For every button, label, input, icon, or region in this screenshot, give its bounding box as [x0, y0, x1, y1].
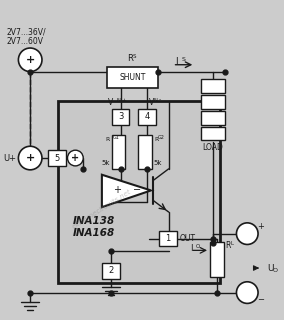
Text: R: R: [154, 137, 158, 142]
Text: G2: G2: [158, 135, 165, 140]
Bar: [201, 79, 225, 93]
Text: S: S: [132, 54, 136, 60]
Text: extremecircuits.net: extremecircuits.net: [71, 188, 133, 230]
Bar: [201, 111, 225, 125]
Text: S: S: [181, 57, 185, 62]
Text: V: V: [107, 98, 113, 107]
Text: 2V7...36V/: 2V7...36V/: [7, 28, 46, 36]
Text: O: O: [273, 268, 278, 273]
Bar: [48, 150, 66, 166]
Text: LOAD: LOAD: [202, 143, 223, 152]
Text: I: I: [176, 57, 178, 66]
Text: V: V: [149, 98, 154, 107]
Polygon shape: [102, 175, 151, 207]
Bar: [210, 242, 224, 277]
Text: INA138: INA138: [72, 216, 115, 226]
Text: R: R: [128, 54, 133, 63]
Text: L: L: [231, 241, 233, 246]
Text: 3: 3: [118, 112, 123, 121]
Text: −: −: [133, 186, 141, 196]
Text: 5k: 5k: [101, 160, 110, 166]
Circle shape: [237, 223, 258, 244]
Text: +: +: [26, 153, 35, 163]
Text: N: N: [154, 98, 158, 103]
Text: I: I: [190, 244, 193, 253]
Text: 5: 5: [54, 154, 59, 163]
Circle shape: [18, 146, 42, 170]
Text: U+: U+: [3, 154, 16, 163]
Bar: [58, 101, 220, 283]
Circle shape: [18, 48, 42, 72]
Text: -: -: [159, 98, 161, 103]
Text: R: R: [105, 137, 110, 142]
Text: U: U: [267, 264, 273, 273]
Text: OUT: OUT: [179, 234, 195, 243]
Bar: [159, 231, 177, 246]
Circle shape: [237, 282, 258, 303]
Text: G1: G1: [113, 135, 120, 140]
Text: +: +: [26, 55, 35, 65]
Text: 5k: 5k: [154, 160, 162, 166]
Bar: [107, 67, 158, 88]
Text: 1: 1: [165, 234, 170, 243]
Bar: [102, 263, 120, 279]
Text: 4: 4: [145, 112, 150, 121]
Text: −: −: [258, 295, 264, 304]
Text: +: +: [122, 98, 126, 103]
Bar: [201, 127, 225, 140]
Text: 2: 2: [108, 267, 113, 276]
Bar: [112, 135, 126, 169]
Bar: [112, 109, 130, 125]
Circle shape: [68, 150, 83, 166]
Text: INA168: INA168: [72, 228, 115, 238]
Bar: [201, 95, 225, 109]
Text: +: +: [258, 222, 264, 231]
Text: N: N: [117, 98, 120, 103]
Text: +: +: [113, 186, 121, 196]
Text: SHUNT: SHUNT: [119, 73, 145, 82]
Text: R: R: [226, 241, 231, 250]
Bar: [138, 135, 152, 169]
Text: 2V7...60V: 2V7...60V: [7, 37, 44, 46]
Text: +: +: [71, 153, 80, 163]
Bar: [138, 109, 156, 125]
Text: O: O: [196, 244, 201, 249]
